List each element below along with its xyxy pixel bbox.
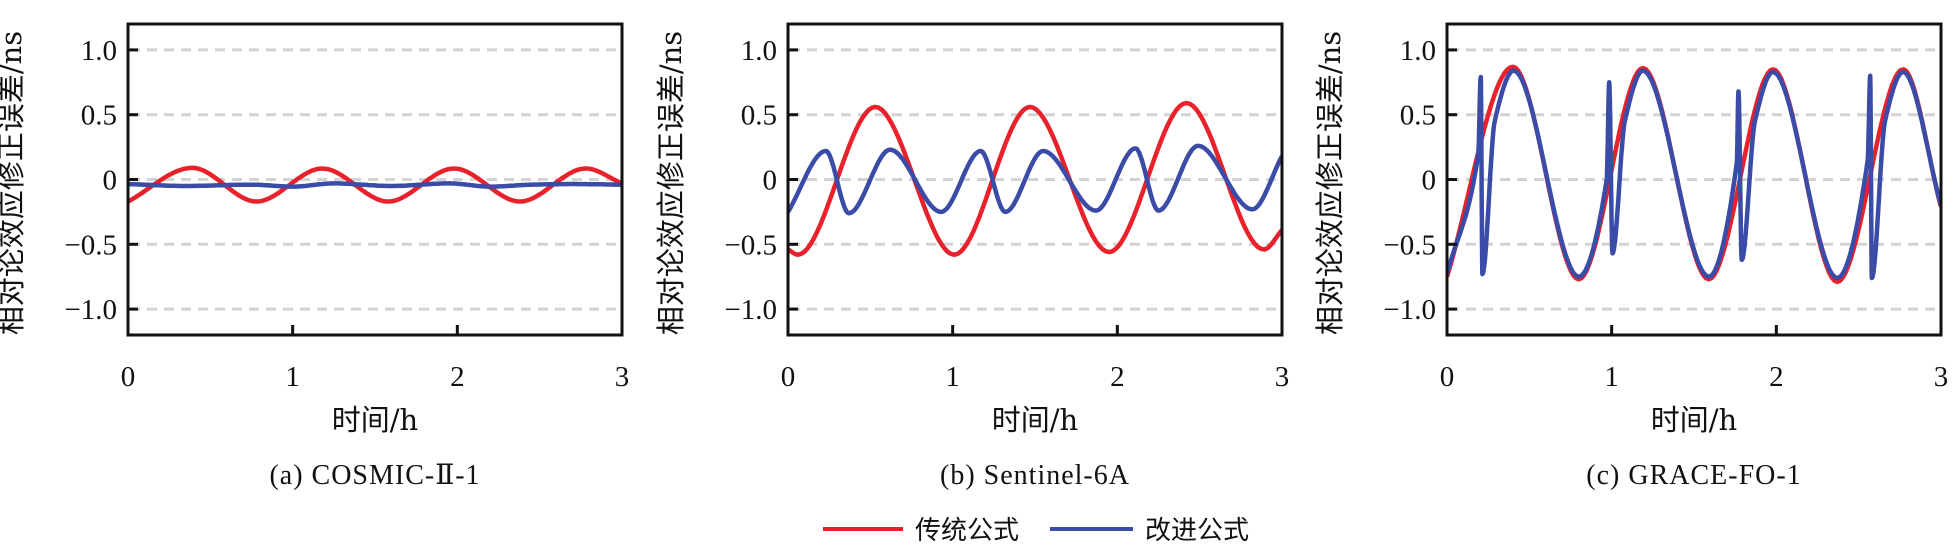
y-tick-label: −1.0 [1383, 294, 1436, 326]
y-tick-label: −0.5 [724, 229, 777, 261]
panel-subtitle: (b) Sentinel-6A [940, 460, 1130, 491]
legend: 传统公式 改进公式 [823, 516, 1249, 545]
series-line-improved [128, 181, 622, 189]
y-tick-label: 0 [1422, 165, 1437, 197]
x-tick-label: 3 [615, 361, 630, 393]
x-tick-label: 1 [285, 361, 300, 393]
series-line-improved [1447, 68, 1941, 281]
y-tick-label: −1.0 [64, 294, 117, 326]
x-axis-label: 时间/h [332, 403, 418, 437]
y-tick-label: 0 [763, 165, 778, 197]
panel-subtitle: (c) GRACE-FO-1 [1586, 460, 1801, 491]
x-tick-label: 1 [945, 361, 960, 393]
legend-label-improved: 改进公式 [1145, 516, 1249, 545]
y-tick-label: 1.0 [81, 35, 117, 67]
panel-subtitle: (a) COSMIC-Ⅱ-1 [269, 460, 480, 491]
y-tick-label: 1.0 [1400, 35, 1436, 67]
panels: 1.0 0.5 0 −0.5 −1.0 0 1 2 3 时间/h 相对论效应修正误差/ns (a) C… [0, 22, 1949, 491]
x-tick-label: 2 [1769, 361, 1784, 393]
x-tick-label: 0 [1440, 361, 1455, 393]
x-tick-label: 2 [450, 361, 465, 393]
x-axis-label: 时间/h [992, 403, 1078, 437]
y-axis-label: 相对论效应修正误差/ns [1313, 31, 1347, 335]
y-tick-label: 0.5 [741, 100, 777, 132]
series-line-improved [788, 143, 1282, 216]
panel-a: 1.0 0.5 0 −0.5 −1.0 0 1 2 3 时间/h 相对论效应修正误差/ns (a) C… [0, 22, 630, 491]
x-axis-label: 时间/h [1651, 403, 1737, 437]
x-tick-label: 1 [1604, 361, 1619, 393]
x-tick-label: 2 [1110, 361, 1125, 393]
x-tick-label: 0 [781, 361, 796, 393]
y-tick-label: 0.5 [81, 100, 117, 132]
y-tick-label: 0.5 [1400, 100, 1436, 132]
y-tick-label: 1.0 [741, 35, 777, 67]
x-tick-label: 3 [1934, 361, 1949, 393]
y-axis-label: 相对论效应修正误差/ns [0, 31, 28, 335]
y-tick-label: −1.0 [724, 294, 777, 326]
panel-c: 1.0 0.5 0 −0.5 −1.0 0 1 2 3 时间/h 相对论效应修正误差/ns (c) G… [1313, 22, 1949, 491]
legend-label-traditional: 传统公式 [915, 516, 1019, 545]
y-tick-label: −0.5 [64, 229, 117, 261]
x-tick-label: 0 [121, 361, 136, 393]
x-tick-label: 3 [1275, 361, 1290, 393]
series-line-traditional [788, 100, 1282, 257]
y-tick-label: −0.5 [1383, 229, 1436, 261]
series-line-traditional [128, 165, 622, 204]
panel-b: 1.0 0.5 0 −0.5 −1.0 0 1 2 3 时间/h 相对论效应修正误差/ns (b) S… [654, 22, 1290, 491]
y-tick-label: 0 [103, 165, 118, 197]
y-axis-label: 相对论效应修正误差/ns [654, 31, 688, 335]
